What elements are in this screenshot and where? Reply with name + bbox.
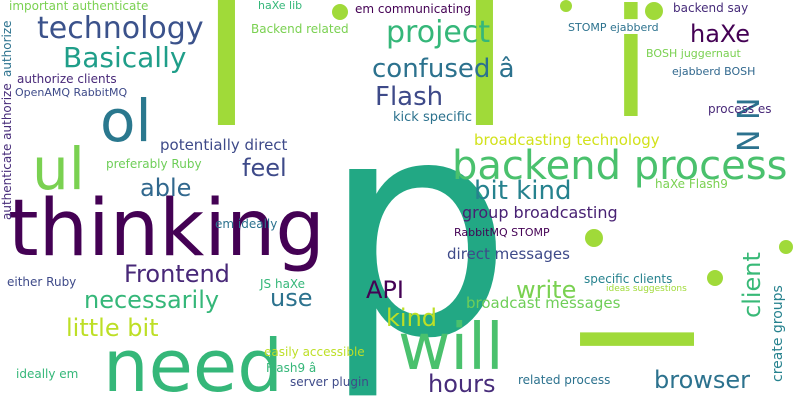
word-project: project <box>386 15 491 50</box>
word-little-bit: little bit <box>66 314 159 342</box>
word-i: i <box>610 0 652 152</box>
dot-mark-6 <box>560 0 572 12</box>
word-will: will <box>398 311 504 385</box>
word-rabbitmq-stomp: RabbitMQ STOMP <box>454 226 550 239</box>
word-ol: ol <box>100 87 152 155</box>
word-kind: kind <box>386 304 438 332</box>
word-api: API <box>366 276 404 304</box>
word-process-es: process es <box>708 102 772 116</box>
word-hours: hours <box>428 370 496 398</box>
word-backend-process: backend process <box>452 143 788 189</box>
word-easily-accessible: easily accessible <box>264 345 365 359</box>
word-haxe-lib: haXe lib <box>258 0 303 12</box>
dot-mark-5 <box>779 240 793 254</box>
word-ideas-suggestions: ideas suggestions <box>606 284 687 294</box>
word-confused: confused â <box>372 54 515 84</box>
word-p: p <box>322 55 513 400</box>
word-ul: ul <box>32 135 85 203</box>
word-haxe-flash9: haXe Flash9 <box>655 177 728 191</box>
word-js-haxe: JS haXe <box>260 277 305 291</box>
dot-mark-3 <box>707 270 723 286</box>
word-technology: technology <box>37 11 204 46</box>
word-l-left: l <box>200 0 253 170</box>
word-em-ideally: em ideally <box>215 217 278 231</box>
word-l-middle: l <box>458 0 511 170</box>
word-specific-clients: specific clients <box>584 272 673 286</box>
word-backend-say: backend say <box>673 1 749 15</box>
word-create-groups: create groups <box>770 285 786 382</box>
word-bit-kind: bit kind <box>474 176 572 206</box>
word-l-rotated: l <box>556 318 730 360</box>
word-able: able <box>140 174 192 202</box>
dot-mark-4 <box>332 4 348 20</box>
word-feel: feel <box>242 154 287 182</box>
word-authenticate-authorize: authenticate authorize <box>0 83 14 220</box>
word-authorize: authorize <box>0 20 14 77</box>
word-related-process: related process <box>518 373 611 387</box>
word-potentially-direct: potentially direct <box>160 136 288 154</box>
word-flash: Flash <box>375 82 444 112</box>
word-authorize-clients: authorize clients <box>17 72 117 86</box>
word-flash9-a: Flash9 â <box>266 361 317 375</box>
word-frontend: Frontend <box>124 260 230 288</box>
dot-mark-2 <box>585 229 603 247</box>
word-preferably-ruby: preferably Ruby <box>106 157 202 171</box>
word-kick-specific: kick specific <box>393 110 473 125</box>
word-necessarily: necessarily <box>84 286 220 314</box>
word-broadcasting-technology: broadcasting technology <box>474 131 660 149</box>
word-browser: browser <box>654 366 751 394</box>
word-direct-messages: direct messages <box>447 245 570 263</box>
word-ejabberd-bosh: ejabberd BOSH <box>672 65 756 78</box>
word-either-ruby: either Ruby <box>7 275 77 289</box>
word-broadcast-messages: broadcast messages <box>466 294 621 312</box>
word-basically: Basically <box>63 41 187 74</box>
word-backend-related: Backend related <box>251 22 349 36</box>
word-important-authenticate: important authenticate <box>9 0 149 13</box>
word-thinking: thinking <box>8 184 325 274</box>
word-ideally-em: ideally em <box>16 367 79 381</box>
word-write: write <box>516 276 577 304</box>
word-group-broadcasting: group broadcasting <box>462 203 618 222</box>
word-need: need <box>103 324 283 400</box>
word-haxe: haXe <box>690 20 751 48</box>
word-server-plugin: server plugin <box>290 375 369 389</box>
word-bosh-juggernaut: BOSH juggernaut <box>646 47 741 60</box>
word-openamq-rabbitmq: OpenAMQ RabbitMQ <box>15 86 128 99</box>
word-em-communicating: em communicating <box>355 2 471 16</box>
dot-mark-1 <box>645 2 663 20</box>
word-client: client <box>738 252 766 318</box>
word-use: use <box>270 284 313 312</box>
word-stomp-ejabberd: STOMP ejabberd <box>568 21 659 34</box>
